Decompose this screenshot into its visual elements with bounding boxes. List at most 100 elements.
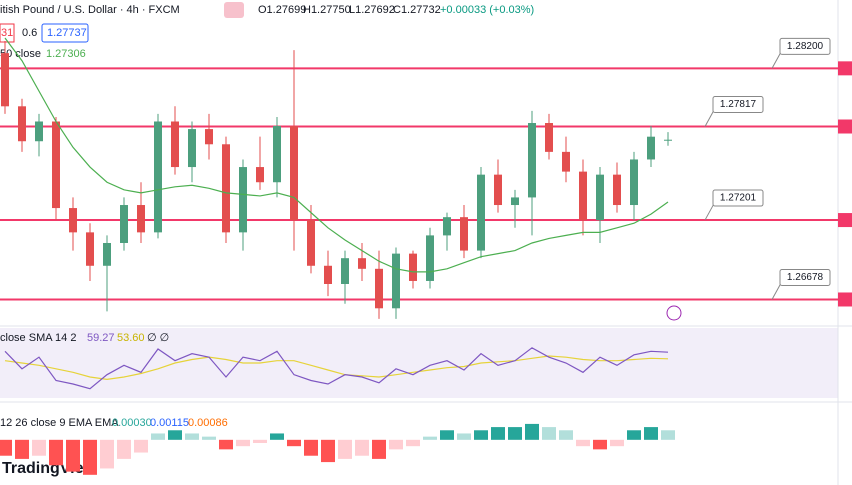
macd-bar xyxy=(355,439,369,456)
macd-bar xyxy=(491,427,505,440)
candle-body xyxy=(154,121,162,233)
ohlc-change: +0.00033 (+0.03%) xyxy=(440,4,534,16)
sma-legend: 50 close xyxy=(0,48,41,60)
sma-value: 1.27306 xyxy=(46,48,86,60)
macd-bar xyxy=(372,439,386,459)
macd-value: 0.00115 xyxy=(150,417,189,429)
level-tag xyxy=(838,119,852,134)
candle-body xyxy=(392,253,400,309)
candle-body xyxy=(477,174,485,251)
callout-box xyxy=(779,268,831,286)
macd-bar xyxy=(117,439,131,459)
ohlc-open: O1.27699 xyxy=(258,4,306,16)
sell-button[interactable] xyxy=(0,23,15,43)
macd-bar xyxy=(661,430,675,440)
level-label: 1.28200 xyxy=(787,41,824,52)
macd-hist-value: 0.00030 xyxy=(112,417,152,429)
buy-price[interactable]: 1.27737 xyxy=(47,27,87,39)
macd-bar xyxy=(508,427,522,440)
rsi-ma-value: 53.60 xyxy=(117,332,145,344)
macd-bar xyxy=(644,427,658,440)
macd-bar xyxy=(270,433,284,440)
macd-bar xyxy=(202,436,216,440)
callout-box xyxy=(779,37,831,55)
candle-body xyxy=(647,136,655,160)
macd-bar xyxy=(32,439,46,456)
macd-bar xyxy=(389,439,403,450)
macd-bar xyxy=(151,433,165,440)
ohlc-high: H1.27750 xyxy=(303,4,351,16)
candle-body xyxy=(35,121,43,142)
rsi-value: 59.27 xyxy=(87,332,115,344)
macd-bar xyxy=(185,433,199,440)
macd-bar xyxy=(474,430,488,440)
level-label: 1.27817 xyxy=(720,99,757,110)
rsi-band xyxy=(0,328,838,398)
candle-body xyxy=(86,232,94,266)
macd-bar xyxy=(287,439,301,447)
macd-bar xyxy=(559,430,573,440)
sell-price[interactable]: 31 xyxy=(1,27,13,39)
event-icon[interactable] xyxy=(666,305,682,321)
candle-body xyxy=(664,139,672,141)
level-label: 1.26678 xyxy=(787,272,824,283)
macd-bar xyxy=(66,439,80,472)
candle-body xyxy=(460,217,468,251)
macd-bar xyxy=(525,423,539,440)
rsi-ma-line xyxy=(4,355,669,380)
macd-bar xyxy=(457,433,471,440)
macd-bar xyxy=(440,430,454,440)
candle-body xyxy=(562,151,570,172)
candle-body xyxy=(528,123,536,198)
signal-value: 0.00086 xyxy=(188,417,228,429)
macd-legend: 12 26 close 9 EMA EMA xyxy=(0,417,119,429)
badge xyxy=(224,2,244,18)
candle-body xyxy=(375,268,383,309)
macd-bar xyxy=(236,439,250,447)
candle-body xyxy=(409,253,417,281)
candle-body xyxy=(443,217,451,236)
candle-body xyxy=(239,167,247,233)
candle-body xyxy=(103,242,111,266)
candle-body xyxy=(426,235,434,281)
candle-body xyxy=(18,106,26,142)
candle-body xyxy=(630,159,638,206)
macd-bar xyxy=(219,439,233,450)
candle-body xyxy=(324,265,332,284)
level-tag xyxy=(838,213,852,228)
rsi-line xyxy=(4,347,669,390)
candle-body xyxy=(171,121,179,168)
level-tag xyxy=(838,292,852,307)
ohlc-low: L1.27692 xyxy=(349,4,395,16)
macd-bar xyxy=(253,439,267,443)
candle-body xyxy=(511,197,519,206)
candle-body xyxy=(358,258,366,269)
candle-body xyxy=(69,208,77,233)
macd-bar xyxy=(83,439,97,475)
rsi-legend: close SMA 14 2 xyxy=(0,332,76,344)
macd-bar xyxy=(542,427,556,440)
candle-body xyxy=(579,171,587,221)
candle-body xyxy=(545,123,553,152)
candle-body xyxy=(137,205,145,233)
level-tag xyxy=(838,61,852,76)
candle-body xyxy=(205,129,213,145)
level-label: 1.27201 xyxy=(720,193,757,204)
macd-bar xyxy=(593,439,607,450)
candle-body xyxy=(256,167,264,183)
candle-body xyxy=(596,174,604,221)
macd-bar xyxy=(49,439,63,466)
candle-body xyxy=(290,126,298,221)
macd-bar xyxy=(100,439,114,469)
macd-bar xyxy=(134,439,148,453)
macd-bar xyxy=(321,439,335,463)
spread: 0.6 xyxy=(22,27,37,39)
candle-body xyxy=(341,258,349,284)
macd-bar xyxy=(168,430,182,440)
candle-body xyxy=(1,53,9,107)
buy-button[interactable] xyxy=(41,23,89,43)
candle-body xyxy=(273,126,281,183)
candle-body xyxy=(52,121,60,209)
callout-box xyxy=(712,96,764,114)
